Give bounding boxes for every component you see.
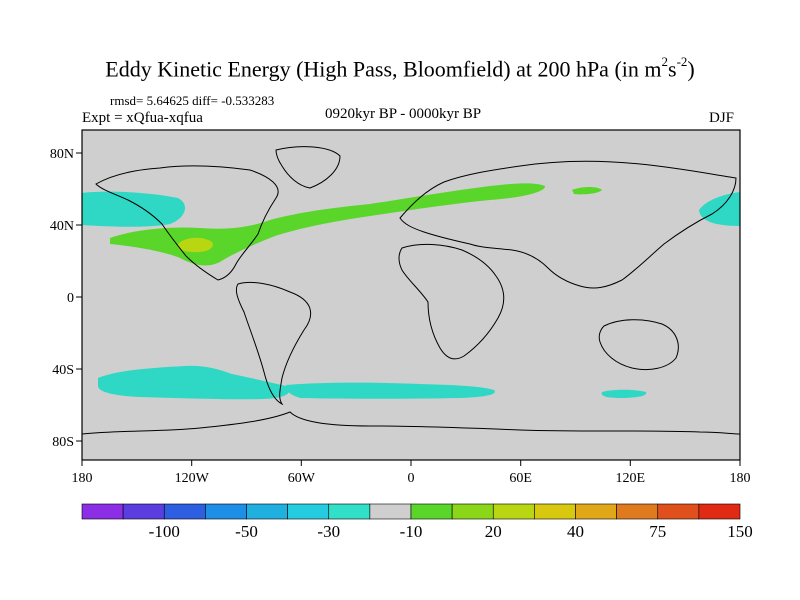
colorbar-swatch: [369, 503, 412, 520]
title-close: ): [687, 56, 695, 82]
europe-asia-coast: [399, 160, 737, 289]
title-exponent-1: 2: [661, 54, 669, 69]
lon-label-60e: 60E: [509, 471, 532, 486]
coastlines: [81, 146, 741, 435]
colorbar-label: -30: [317, 522, 340, 541]
contour-north-atlantic-east: [572, 187, 602, 195]
title-text: Eddy Kinetic Energy (High Pass, Bloomfie…: [105, 56, 662, 82]
longitude-axis: 180 120W 60W 0 60E 120E 180: [72, 460, 751, 486]
colorbar: [81, 503, 741, 520]
colorbar-swatch: [81, 503, 124, 520]
experiment-label: Expt = xQfua-xqfua: [82, 110, 203, 126]
lon-label-180e: 180: [730, 471, 751, 486]
colorbar-swatch: [246, 503, 288, 520]
colorbar-label: -50: [235, 522, 258, 541]
lon-label-60w: 60W: [288, 471, 316, 486]
stats-label: rmsd= 5.64625 diff= -0.533283: [110, 93, 275, 108]
colorbar-swatch: [451, 503, 494, 520]
lon-label-120e: 120E: [616, 471, 646, 486]
colorbar-swatch: [657, 503, 700, 520]
lon-label-120w: 120W: [175, 471, 210, 486]
title-exponent-2: -2: [676, 54, 688, 69]
colorbar-swatch: [534, 503, 576, 520]
colorbar-swatch: [205, 503, 247, 520]
south-america-coast: [235, 281, 312, 406]
contour-southern-ocean-pacific: [98, 365, 290, 400]
colorbar-label: 20: [485, 522, 502, 541]
greenland-coast: [275, 146, 341, 189]
colorbar-swatch: [122, 503, 165, 520]
colorbar-swatch: [616, 503, 659, 520]
lat-label-80s: 80S: [52, 435, 74, 450]
contour-southern-ocean-atlantic: [285, 382, 495, 399]
lat-label-40s: 40S: [52, 363, 74, 378]
colorbar-swatch: [698, 503, 741, 520]
colorbar-swatch: [287, 503, 330, 520]
antarctica-coast: [81, 411, 741, 435]
map-background: [82, 130, 740, 460]
period-label: 0920kyr BP - 0000kyr BP: [325, 106, 482, 122]
lon-label-180w: 180: [72, 471, 93, 486]
colorbar-swatch: [575, 503, 617, 520]
colorbar-label: -100: [149, 522, 180, 541]
australia-coast: [598, 319, 679, 371]
latitude-axis: 80N 40N 0 40S 80S: [50, 147, 82, 450]
colorbar-swatch: [328, 503, 371, 520]
colorbar-swatch: [410, 503, 453, 520]
contour-north-pacific-west: [82, 191, 185, 227]
colorbar-swatch: [163, 503, 206, 520]
colorbar-label: 40: [567, 522, 584, 541]
season-label: DJF: [709, 110, 735, 126]
contour-southern-indian-small: [601, 389, 647, 398]
colorbar-labels: -100 -50 -30 -10 20 40 75 150: [149, 522, 753, 541]
title-unit-s: s: [668, 56, 677, 82]
contour-mexico-high: [177, 237, 213, 253]
colorbar-label: -10: [400, 522, 423, 541]
lat-label-0: 0: [67, 291, 74, 306]
lat-label-40n: 40N: [50, 219, 74, 234]
lon-label-0: 0: [408, 471, 415, 486]
colorbar-label: 150: [727, 522, 753, 541]
colorbar-swatch: [492, 503, 535, 520]
north-america-coast: [95, 165, 279, 281]
contour-subtropical-jet: [110, 183, 546, 266]
plot-title: Eddy Kinetic Energy (High Pass, Bloomfie…: [0, 54, 800, 82]
colorbar-label: 75: [649, 522, 666, 541]
lat-label-80n: 80N: [50, 147, 74, 162]
africa-coast: [398, 243, 505, 360]
